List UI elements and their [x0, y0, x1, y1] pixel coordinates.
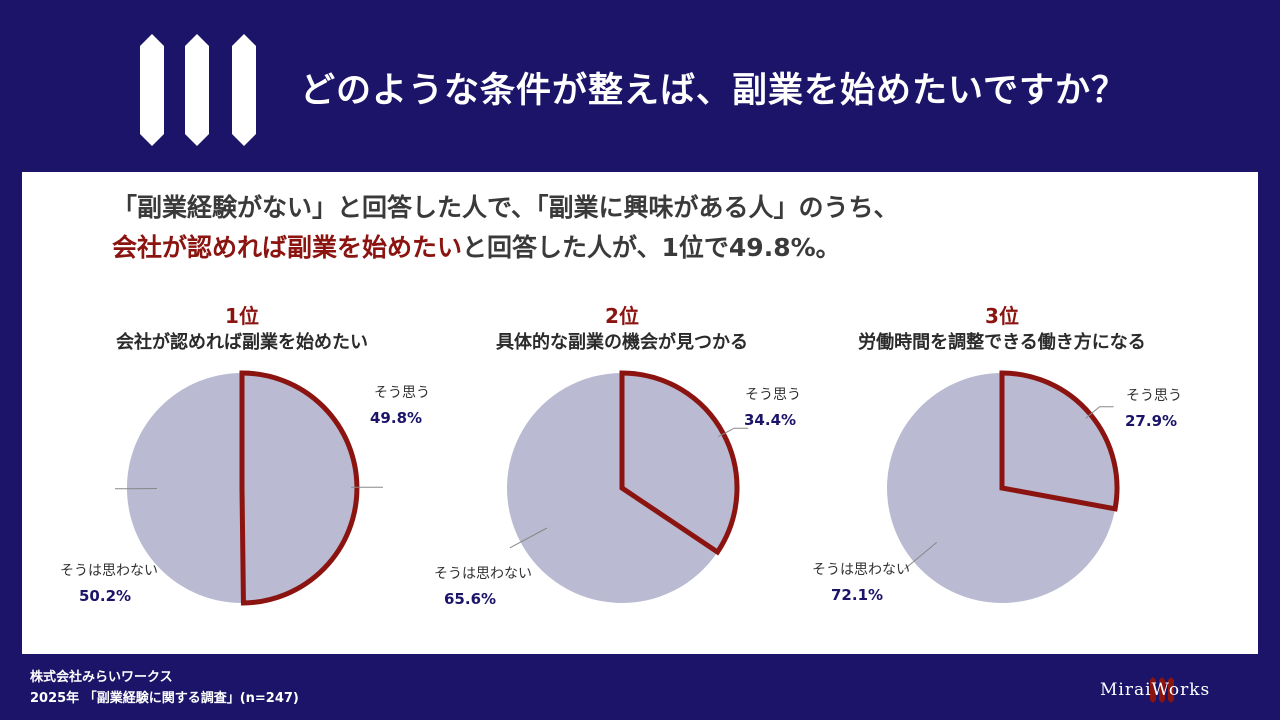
company-logo-mark-icon: [140, 34, 256, 146]
summary-rest: と回答した人が、1位で49.8%。: [462, 233, 841, 262]
brand-name: MiraiWorks: [1100, 680, 1211, 700]
slice-label-agree: そう思う: [374, 385, 430, 401]
leader-line-disagree: [509, 527, 548, 549]
pie-title: 具体的な副業の機会が見つかる: [496, 332, 748, 353]
pie-svg-3: [887, 370, 1120, 603]
pie-chart-rank-3: 3位 労働時間を調整できる働き方になる そう思う 27.9% そうは思わない 7…: [812, 298, 1192, 628]
pie-rank: 3位: [985, 304, 1019, 328]
pie-svg-1: [114, 370, 383, 606]
summary-text: 「副業経験がない」と回答した人で、「副業に興味がある人」のうち、 会社が認めれば…: [112, 188, 1212, 268]
pie-slice-agree: [999, 370, 1120, 512]
pie-rank: 2位: [605, 304, 639, 328]
pie-title: 会社が認めれば副業を始めたい: [116, 332, 368, 353]
footer-survey: 2025年 「副業経験に関する調査」(n=247): [30, 691, 299, 706]
leader-line-agree: [1085, 406, 1114, 419]
leader-line-agree: [717, 427, 749, 438]
slice-value-agree: 27.9%: [1125, 412, 1178, 430]
footer-source: 株式会社みらいワークス 2025年 「副業経験に関する調査」(n=247): [30, 667, 299, 709]
page-title: どのような条件が整えば、副業を始めたいですか？: [300, 71, 1127, 111]
slice-value-agree: 34.4%: [744, 411, 797, 429]
footer-company: 株式会社みらいワークス: [30, 670, 173, 685]
pie-slice-disagree: [507, 373, 718, 603]
leader-line-disagree: [904, 542, 938, 570]
slice-value-disagree: 50.2%: [79, 587, 132, 605]
pie-title: 労働時間を調整できる働き方になる: [858, 332, 1146, 353]
slice-label-agree: そう思う: [745, 387, 801, 403]
slice-value-disagree: 65.6%: [444, 590, 497, 608]
brand-logo-icon: [1150, 677, 1174, 703]
slice-value-disagree: 72.1%: [831, 586, 884, 604]
slice-label-disagree: そうは思わない: [60, 563, 158, 579]
summary-highlight: 会社が認めれば副業を始めたい: [112, 233, 463, 262]
pie-slice-agree: [239, 370, 360, 606]
pie-slice-disagree: [126, 372, 244, 603]
pie-svg-2: [507, 370, 749, 603]
pie-rank: 1位: [225, 304, 259, 328]
slice-value-agree: 49.8%: [370, 409, 423, 427]
pie-chart-rank-2: 2位 具体的な副業の機会が見つかる そう思う 34.4% そうは思わない 65.…: [432, 298, 812, 628]
slice-label-disagree: そうは思わない: [434, 566, 532, 582]
summary-line-1: 「副業経験がない」と回答した人で、「副業に興味がある人」のうち、: [112, 193, 899, 222]
pie-chart-rank-1: 1位 会社が認めれば副業を始めたい そう思う 49.8% そうは思わない 50.…: [52, 298, 432, 628]
slice-label-disagree: そうは思わない: [812, 562, 910, 578]
summary-line-2: 会社が認めれば副業を始めたいと回答した人が、1位で49.8%。: [112, 228, 1212, 268]
slice-label-agree: そう思う: [1126, 388, 1182, 404]
